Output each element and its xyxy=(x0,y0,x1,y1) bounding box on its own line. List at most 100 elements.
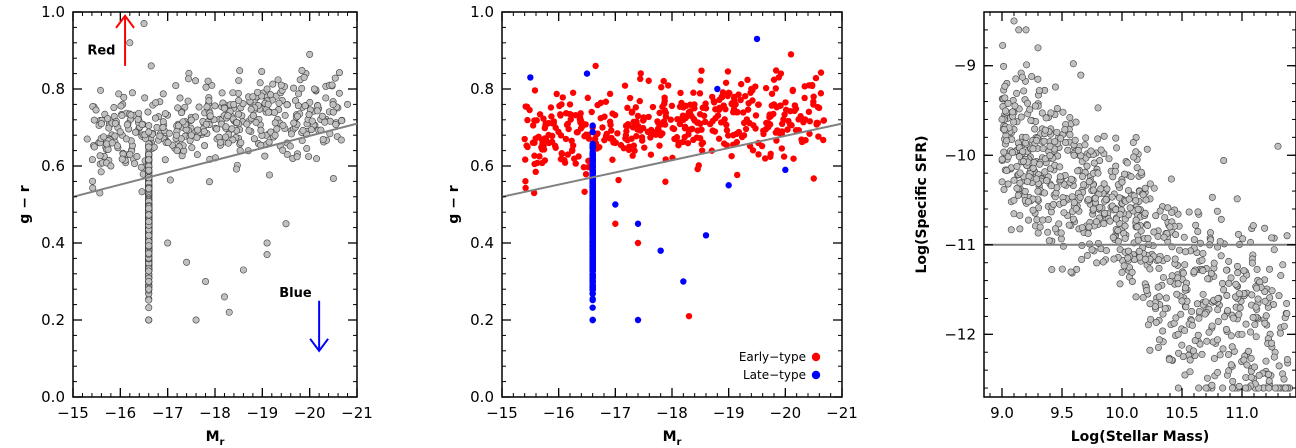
data-point xyxy=(1240,356,1248,364)
data-point xyxy=(1029,206,1037,214)
data-point xyxy=(1234,230,1242,238)
data-point xyxy=(1253,284,1261,292)
data-point-earlytype xyxy=(810,175,817,182)
y-tick-label: 0.2 xyxy=(470,311,494,329)
data-point-earlytype xyxy=(599,124,606,131)
data-point xyxy=(1162,294,1170,302)
data-point xyxy=(1252,333,1260,341)
data-point xyxy=(273,125,281,133)
data-point-earlytype xyxy=(637,70,644,77)
data-point xyxy=(1190,236,1198,244)
data-point-earlytype xyxy=(572,160,579,167)
data-point xyxy=(1042,114,1050,122)
data-point-earlytype xyxy=(544,120,551,127)
data-point xyxy=(1166,223,1174,231)
data-point-earlytype xyxy=(564,151,572,158)
data-point xyxy=(1155,336,1163,344)
data-point xyxy=(1114,226,1122,234)
data-point xyxy=(1235,311,1243,319)
data-point xyxy=(265,138,273,146)
data-point xyxy=(151,114,159,122)
data-point xyxy=(1092,218,1100,226)
data-point-earlytype xyxy=(752,112,760,119)
data-point xyxy=(1186,368,1194,376)
data-point xyxy=(1214,317,1222,325)
data-point-earlytype xyxy=(556,102,563,110)
data-point-latetype xyxy=(583,70,591,77)
data-point xyxy=(184,97,192,105)
data-point xyxy=(203,103,211,111)
data-point xyxy=(213,125,221,133)
data-point-earlytype xyxy=(812,74,820,82)
data-point xyxy=(1165,356,1173,364)
data-point xyxy=(1280,322,1288,330)
y-tick-label: −12 xyxy=(944,325,976,343)
data-point xyxy=(1175,246,1183,254)
data-point xyxy=(1218,279,1226,287)
y-tick-label: 1.0 xyxy=(470,3,494,21)
data-point xyxy=(1208,193,1216,201)
data-point xyxy=(1222,325,1230,333)
data-point xyxy=(1247,373,1255,381)
data-point-earlytype xyxy=(592,62,599,70)
data-point-earlytype xyxy=(606,90,614,98)
data-point-earlytype xyxy=(680,104,687,111)
data-point xyxy=(1220,313,1228,321)
y-tick-label: 0.8 xyxy=(41,80,65,98)
data-point xyxy=(1125,195,1133,203)
data-point xyxy=(1141,209,1149,217)
data-point-earlytype xyxy=(631,147,638,154)
data-point xyxy=(145,211,153,219)
data-point xyxy=(1198,350,1206,358)
data-point xyxy=(1283,309,1291,317)
data-point-earlytype xyxy=(817,69,825,76)
data-point xyxy=(1021,187,1029,195)
data-point xyxy=(331,74,339,82)
data-point xyxy=(1238,330,1246,338)
data-point xyxy=(1023,61,1031,69)
data-point-earlytype xyxy=(630,118,637,126)
data-point xyxy=(1010,176,1018,184)
data-point-earlytype xyxy=(798,136,805,143)
data-point xyxy=(1132,216,1140,224)
data-point xyxy=(1137,227,1145,235)
data-point-earlytype xyxy=(612,220,619,227)
data-point-earlytype xyxy=(662,178,669,185)
data-point-latetype xyxy=(589,250,596,257)
data-point xyxy=(156,132,164,140)
data-point xyxy=(1112,134,1120,142)
data-point xyxy=(90,143,98,151)
data-point xyxy=(1093,259,1101,267)
data-point xyxy=(1247,328,1255,336)
panel-colour-magnitude-by-type: −15 −16 −17 −18 −19 −20 −21 0.0 0.2 0.4 0.6 0.8 1.0 M… xyxy=(446,3,858,448)
data-point xyxy=(1186,356,1194,364)
data-point-earlytype xyxy=(559,94,566,101)
data-point xyxy=(1065,221,1073,229)
data-point xyxy=(1066,114,1074,122)
data-point xyxy=(283,150,291,158)
data-point xyxy=(1152,318,1160,326)
data-point xyxy=(141,94,149,102)
data-point xyxy=(1132,293,1140,301)
data-point xyxy=(1076,193,1084,201)
data-point xyxy=(1143,286,1151,294)
data-point xyxy=(230,100,238,108)
data-point xyxy=(1101,209,1109,217)
data-point xyxy=(218,89,226,97)
data-point xyxy=(107,162,115,170)
data-point-earlytype xyxy=(609,110,616,117)
data-point xyxy=(1074,167,1082,175)
data-point xyxy=(1067,175,1075,183)
data-point xyxy=(1161,305,1169,313)
data-point-earlytype xyxy=(760,130,767,138)
data-point xyxy=(295,90,303,98)
data-point xyxy=(265,171,273,179)
data-point xyxy=(1081,141,1089,149)
data-point-earlytype xyxy=(614,130,621,137)
data-point xyxy=(1185,208,1193,216)
data-point-latetype xyxy=(589,179,596,187)
legend-label: Early−type xyxy=(739,350,806,364)
data-point-earlytype xyxy=(780,153,788,160)
data-point xyxy=(126,39,134,47)
y-tick-label: 0.6 xyxy=(470,157,494,175)
